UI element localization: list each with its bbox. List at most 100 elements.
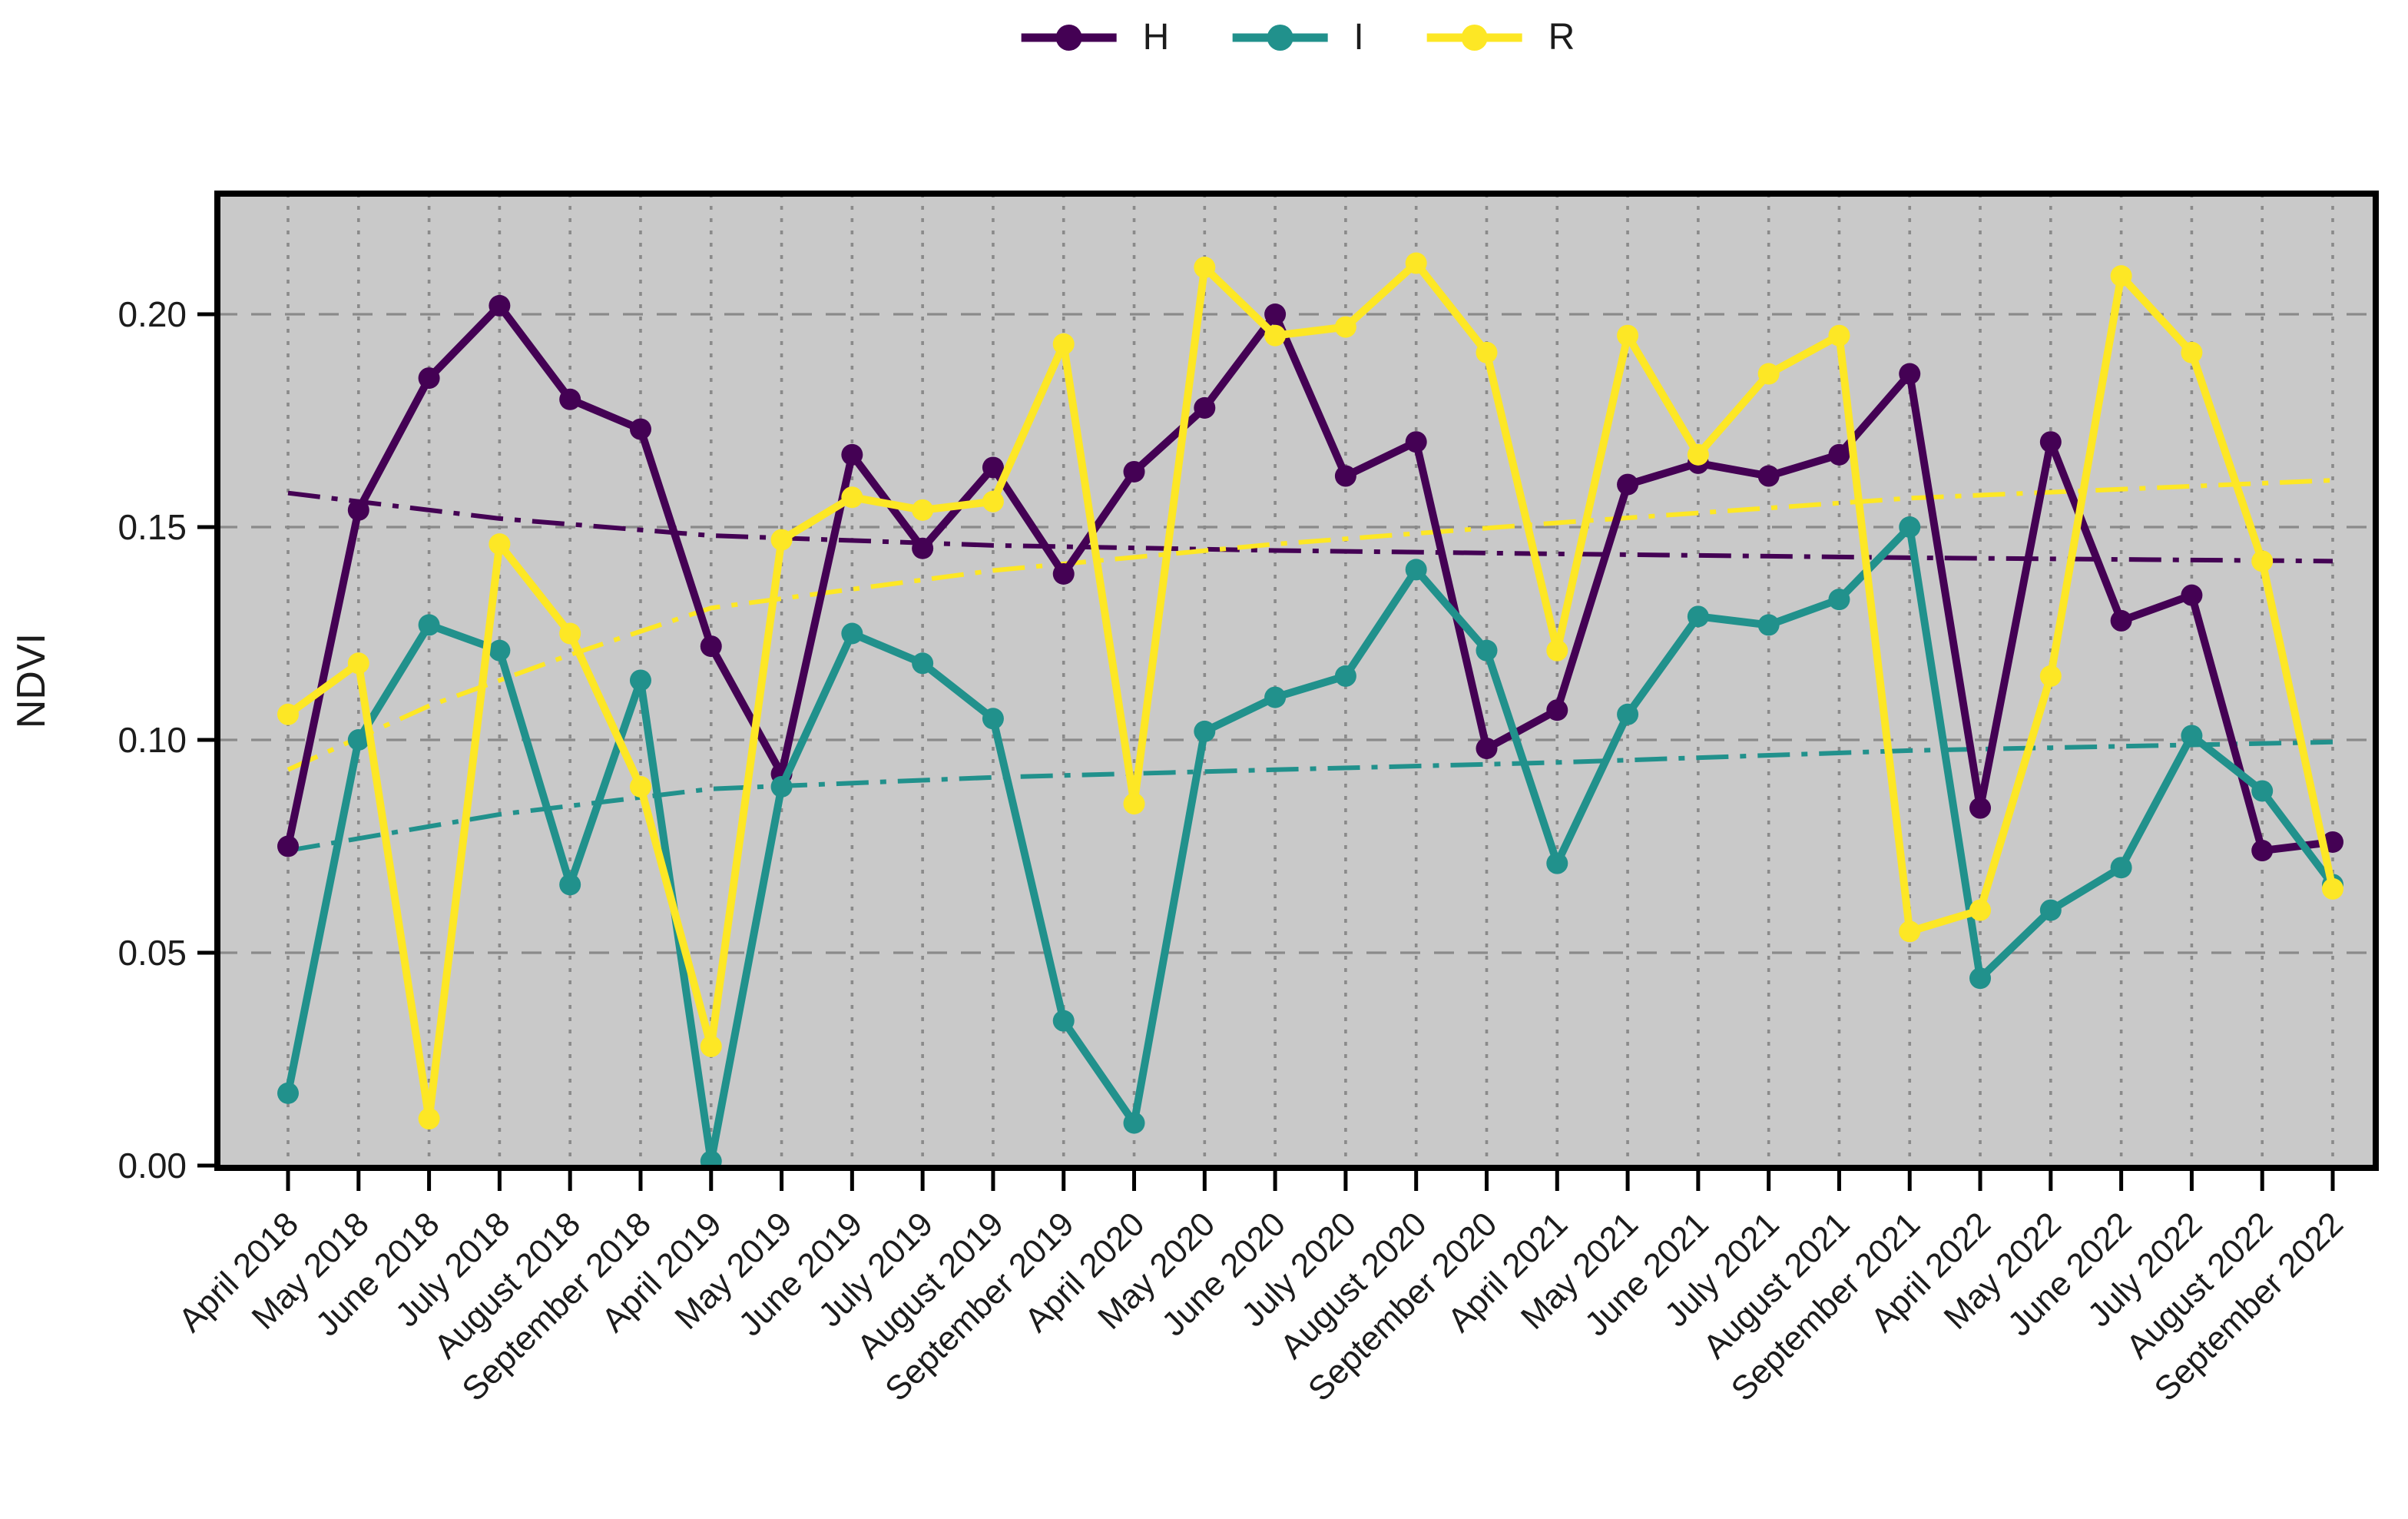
data-point-R xyxy=(2110,265,2132,287)
data-point-H xyxy=(1194,396,1216,419)
data-point-R xyxy=(1123,793,1145,815)
line-marker-swatch-icon xyxy=(1021,25,1117,51)
data-point-R xyxy=(700,1035,722,1057)
data-point-R xyxy=(1052,333,1075,355)
data-point-I xyxy=(1546,852,1568,874)
data-point-I xyxy=(1899,516,1921,538)
data-point-R xyxy=(770,529,793,551)
data-point-R xyxy=(2251,550,2274,572)
data-point-H xyxy=(1123,460,1145,483)
legend-label-h: H xyxy=(1142,17,1170,58)
data-point-R xyxy=(629,775,651,798)
legend-label-r: R xyxy=(1548,17,1575,58)
y-tick-label: 0.00 xyxy=(118,1146,187,1186)
data-point-I xyxy=(418,614,440,636)
data-point-R xyxy=(841,486,863,509)
data-point-R xyxy=(277,703,299,725)
data-point-H xyxy=(1334,465,1356,487)
data-point-H xyxy=(2181,584,2203,606)
data-point-R xyxy=(1546,639,1568,662)
data-point-H xyxy=(1757,465,1780,487)
data-point-I xyxy=(629,669,651,692)
y-tick-label: 0.20 xyxy=(118,294,187,334)
data-point-R xyxy=(347,652,369,675)
data-point-I xyxy=(2251,780,2274,802)
legend: H I R xyxy=(1019,11,1575,65)
data-point-I xyxy=(1617,703,1639,725)
legend-item-r: R xyxy=(1424,11,1575,65)
data-point-I xyxy=(700,1150,722,1168)
data-point-H xyxy=(1476,738,1498,760)
data-point-R xyxy=(1476,341,1498,363)
data-point-H xyxy=(629,418,651,440)
data-point-R xyxy=(1828,324,1850,347)
data-point-H xyxy=(418,367,440,390)
data-point-I xyxy=(1194,720,1216,742)
data-point-I xyxy=(489,639,511,662)
data-point-I xyxy=(1828,589,1850,611)
data-point-H xyxy=(489,294,511,317)
data-point-R xyxy=(1617,324,1639,347)
data-point-H xyxy=(1617,473,1639,496)
data-point-R xyxy=(1757,363,1780,385)
data-point-R xyxy=(418,1108,440,1130)
series-line-I xyxy=(284,523,2337,1166)
data-point-I xyxy=(1687,605,1709,628)
y-tick-label: 0.10 xyxy=(118,720,187,760)
y-tick-label: 0.05 xyxy=(118,933,187,973)
legend-label-i: I xyxy=(1353,17,1364,58)
data-point-R xyxy=(1969,899,1992,921)
data-point-I xyxy=(277,1082,299,1104)
data-point-H xyxy=(1546,699,1568,721)
data-point-H xyxy=(982,456,1004,479)
data-point-R xyxy=(1194,257,1216,279)
y-tick-label: 0.15 xyxy=(118,507,187,547)
data-point-R xyxy=(2181,341,2203,363)
data-point-I xyxy=(841,622,863,645)
data-point-I xyxy=(2110,857,2132,879)
data-point-I xyxy=(2181,725,2203,747)
legend-item-h: H xyxy=(1019,11,1170,65)
data-point-R xyxy=(559,622,581,645)
data-point-H xyxy=(2251,840,2274,862)
data-point-R xyxy=(1405,252,1427,274)
data-point-H xyxy=(1052,562,1075,585)
series-group xyxy=(277,252,2343,1168)
data-point-R xyxy=(2039,665,2062,687)
plot-border xyxy=(214,191,2379,1171)
data-point-R xyxy=(2322,877,2343,900)
data-point-R xyxy=(489,533,511,556)
data-point-R xyxy=(1687,443,1709,466)
data-point-H xyxy=(1969,797,1992,819)
data-point-R xyxy=(912,499,934,521)
data-point-I xyxy=(1757,614,1780,636)
trend-line-H xyxy=(287,490,2333,564)
trend-line-R xyxy=(287,478,2333,772)
data-point-H xyxy=(277,835,299,857)
trend-line-I xyxy=(287,739,2333,853)
data-point-I xyxy=(1334,665,1356,687)
series-line-R xyxy=(284,259,2337,1123)
data-point-I xyxy=(1052,1010,1075,1032)
data-point-H xyxy=(1899,363,1921,385)
data-point-H xyxy=(1405,431,1427,453)
data-point-I xyxy=(912,652,934,675)
trend-lines xyxy=(287,478,2333,853)
data-point-H xyxy=(1264,303,1287,325)
data-point-I xyxy=(2039,899,2062,921)
data-point-R xyxy=(1334,316,1356,338)
data-point-H xyxy=(700,635,722,658)
data-point-H xyxy=(347,499,369,521)
data-point-I xyxy=(347,729,369,751)
data-point-H xyxy=(2110,609,2132,632)
line-marker-swatch-icon xyxy=(1232,25,1328,51)
data-point-H xyxy=(559,388,581,410)
data-point-I xyxy=(770,775,793,798)
data-point-I xyxy=(559,874,581,896)
line-marker-swatch-icon xyxy=(1426,25,1522,51)
data-point-I xyxy=(1969,967,1992,990)
data-point-R xyxy=(1899,920,1921,943)
data-point-H xyxy=(912,537,934,559)
